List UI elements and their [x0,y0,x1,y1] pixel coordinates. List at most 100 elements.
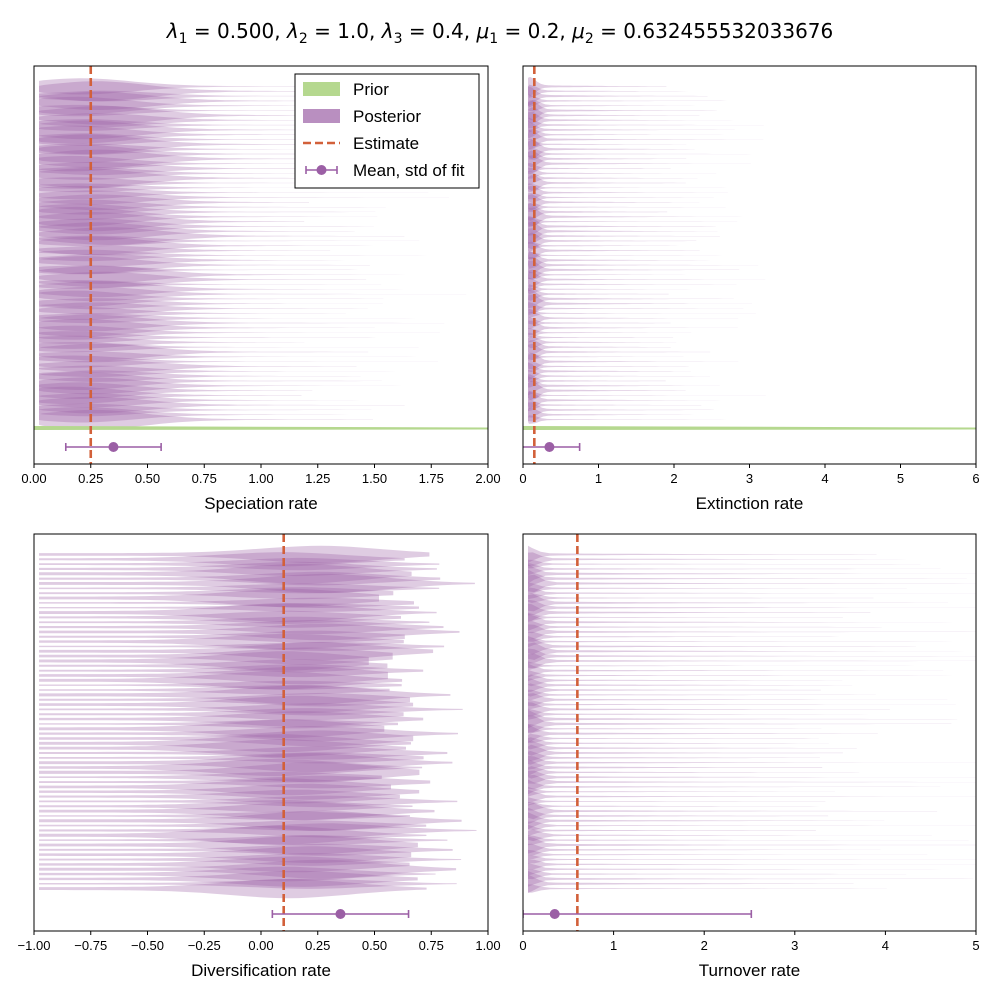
posterior-ridge [528,241,700,260]
posterior-ridge [39,271,367,288]
axes-frame [522,533,977,932]
posterior-ridge [528,228,720,244]
posterior-ridge [39,811,410,821]
posterior-ridge [39,671,403,690]
posterior-ridge [39,758,423,777]
posterior-ridge [528,402,714,418]
title-subscript: 1 [179,31,188,47]
posterior-ridge [528,328,692,338]
x-tick-label: −0.25 [188,938,221,953]
posterior-ridge [528,638,916,655]
posterior-ridge [39,149,325,169]
posterior-ridge [39,835,418,855]
legend-item: Mean, std of fit [305,161,465,180]
legend-patch [303,109,340,123]
posterior-ridge [528,884,887,893]
posterior-ridge [528,232,697,250]
posterior-ridge [39,290,384,308]
prior-band [523,426,976,430]
panel-4: 0 1 2 3 4 5 Turnover rate [519,533,980,980]
posterior-ridge [39,143,450,155]
posterior-ridge [39,597,414,608]
posterior-ridge [528,183,750,193]
posterior-ridge [528,683,821,697]
posterior-ridge [528,849,928,860]
posterior-ridge [39,623,460,641]
posterior-ridge [528,317,671,329]
posterior-ridge [39,377,422,395]
posterior-ridge [39,573,475,594]
x-tick-label: −0.75 [74,938,107,953]
title-subscript: 2 [585,31,594,47]
posterior-ridge [39,245,331,256]
posterior-ridge [528,376,720,396]
title-subscript: 2 [299,31,308,47]
panel-3: −1.00 −0.75 −0.50 −0.25 0.00 0.25 0.50 0.75 1.00… [18,533,501,980]
posterior-ridge [528,802,938,820]
figure-title: λ1 = 0.500, λ2 = 1.0, λ3 = 0.4, μ1 = 0.2… [166,19,834,47]
fit-mean-marker [335,909,346,919]
plot-area [523,534,976,931]
posterior-ridge [528,779,941,795]
posterior-ridge [39,190,449,205]
posterior-ridge [528,399,702,412]
posterior-ridge [528,415,763,424]
posterior-ridge [39,603,419,613]
posterior-ridge [528,693,948,707]
posterior-ridge [528,642,976,660]
x-tick-label: 0 [519,938,526,953]
title-value: = 0.500, [188,19,287,43]
posterior-ridge [39,620,444,635]
title-value: = 0.632455532033676 [594,19,833,43]
fit-errorbar [271,909,410,919]
posterior-ridge [528,829,932,842]
posterior-ridge [528,624,976,640]
posterior-ridge [39,684,451,705]
posterior-ridge [39,386,302,405]
posterior-ridge [528,836,976,854]
posterior-ridge [528,343,711,361]
posterior-ridge [39,256,370,275]
posterior-ridge [39,155,404,172]
x-tick-label: 0.00 [248,938,273,953]
title-symbol: μ [571,19,585,43]
x-tick-label: 6 [972,471,979,486]
x-axis-label: Extinction rate [696,494,804,513]
posterior-ridge [528,121,735,139]
posterior-ridge [39,236,423,256]
title-value: = 0.2, [498,19,572,43]
posterior-ridge [39,789,400,804]
posterior-ridge [528,77,667,96]
posterior-ridge [39,616,430,628]
posterior-ridge [528,155,751,173]
panel-2: 0 1 2 3 4 5 6 Extinction rate [519,65,980,513]
posterior-ridge [39,302,368,315]
posterior-ridge [39,610,401,624]
posterior-ridge [528,256,759,274]
plot-area [34,66,488,464]
x-tick-label: 2 [701,938,708,953]
posterior-ridge [528,215,738,228]
posterior-ridge [39,168,299,188]
posterior-ridge [39,603,437,623]
posterior-ridge [528,699,956,710]
posterior-ridge [39,298,383,310]
posterior-ridge [39,711,424,728]
posterior-ridge [528,100,717,121]
posterior-ridge [528,661,926,671]
plot-area [39,534,477,931]
posterior-ridge [528,759,823,776]
posterior-ridge [39,199,386,215]
posterior-ridge [39,630,405,643]
posterior-ridge [528,352,684,362]
posterior-ridge [528,724,822,734]
posterior-ridge [39,823,477,838]
posterior-ridge [39,183,339,193]
fit-errorbar [523,442,581,452]
posterior-ridge [528,797,826,806]
posterior-ridge [528,362,691,380]
posterior-ridge [39,281,424,298]
posterior-ridge [528,340,671,355]
legend-label: Prior [353,80,389,99]
posterior-ridge [528,821,976,831]
